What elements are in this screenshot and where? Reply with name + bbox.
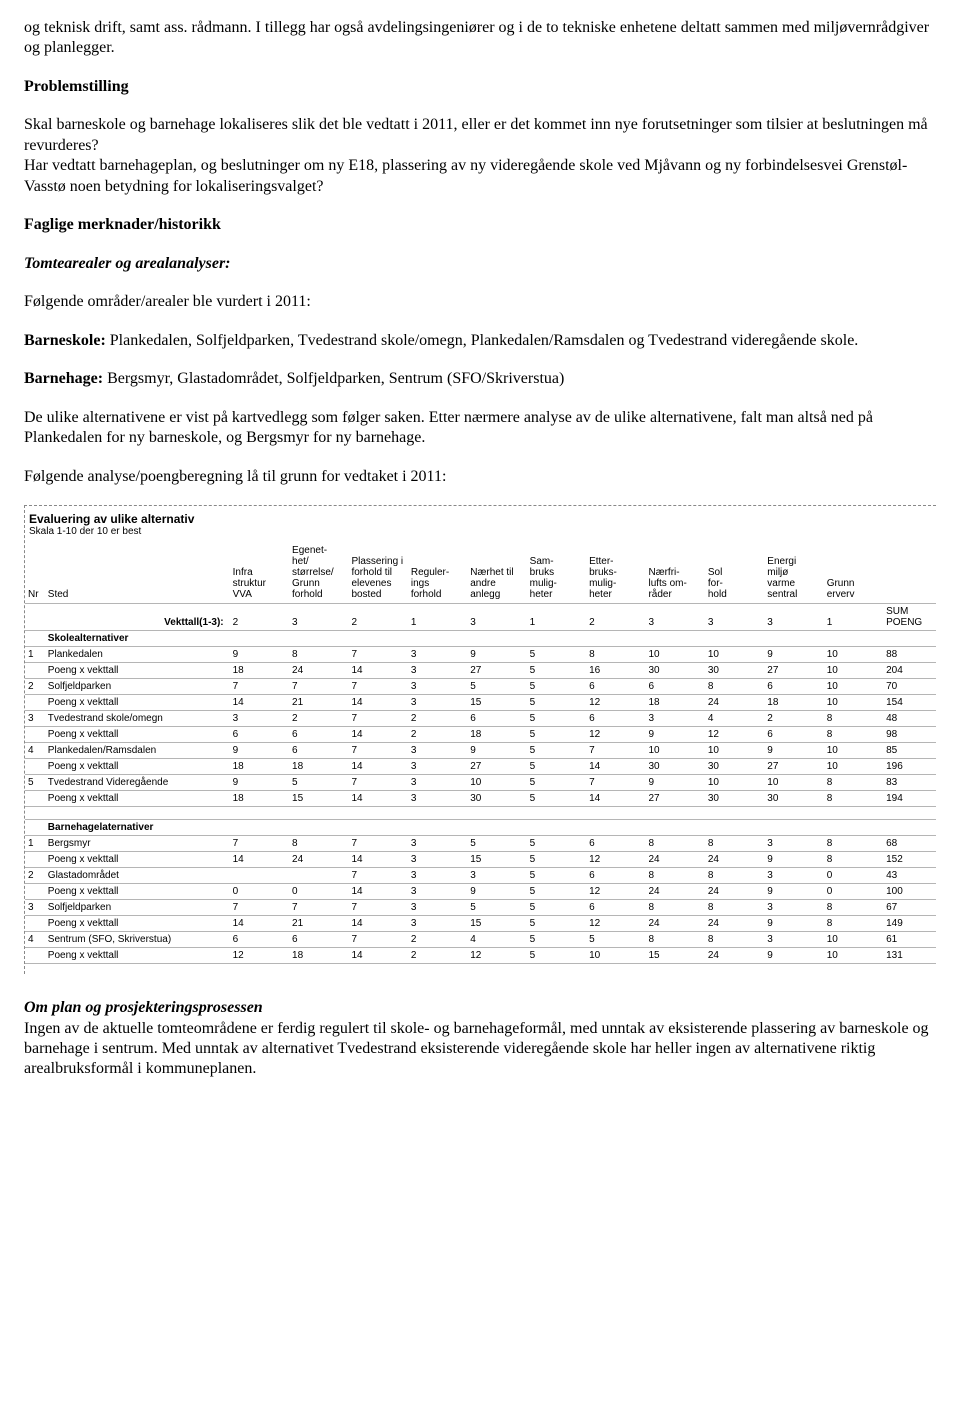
eval-title: Evaluering av ulike alternativ — [25, 512, 936, 526]
intro-paragraph: og teknisk drift, samt ass. rådmann. I t… — [24, 18, 936, 59]
ulike-paragraph: De ulike alternativene er vist på kartve… — [24, 408, 936, 449]
heading-faglige: Faglige merknader/historikk — [24, 215, 936, 235]
evaluation-table: NrStedInfrastrukturVVAEgenet-het/størrel… — [25, 543, 936, 964]
evaluation-table-container: Evaluering av ulike alternativ Skala 1-1… — [24, 505, 936, 974]
barneskole-text: Plankedalen, Solfjeldparken, Tvedestrand… — [106, 332, 859, 349]
eval-subtitle: Skala 1-10 der 10 er best — [25, 526, 936, 537]
heading-tomtearealer: Tomtearealer og arealanalyser: — [24, 254, 936, 274]
barneskole-label: Barneskole: — [24, 332, 106, 349]
heading-plan: Om plan og prosjekteringsprosessen — [24, 999, 263, 1016]
barnehage-text: Bergsmyr, Glastadområdet, Solfjeldparken… — [103, 370, 564, 387]
plan-section: Om plan og prosjekteringsprosessen Ingen… — [24, 998, 936, 1080]
analyse-paragraph: Følgende analyse/poengberegning lå til g… — [24, 467, 936, 487]
barneskole-line: Barneskole: Plankedalen, Solfjeldparken,… — [24, 331, 936, 351]
problem-paragraph-1: Skal barneskole og barnehage lokaliseres… — [24, 115, 936, 156]
heading-problemstilling: Problemstilling — [24, 77, 936, 97]
problem-paragraph-2: Har vedtatt barnehageplan, og beslutning… — [24, 156, 936, 197]
plan-paragraph: Ingen av de aktuelle tomteområdene er fe… — [24, 1020, 929, 1078]
barnehage-line: Barnehage: Bergsmyr, Glastadområdet, Sol… — [24, 369, 936, 389]
barnehage-label: Barnehage: — [24, 370, 103, 387]
following-areas: Følgende områder/arealer ble vurdert i 2… — [24, 292, 936, 312]
